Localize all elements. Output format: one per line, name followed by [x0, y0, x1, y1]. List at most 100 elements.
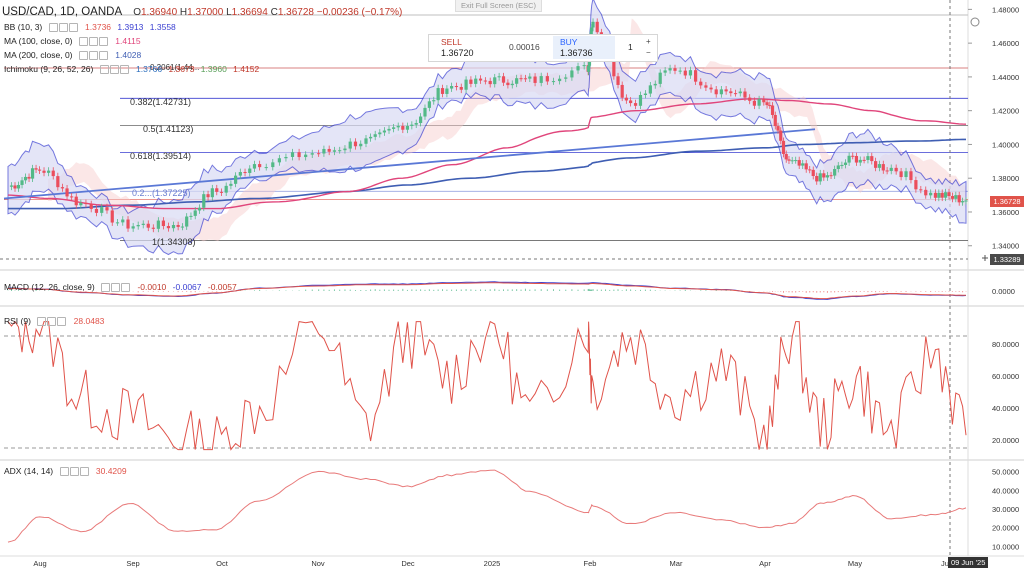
- candle-body: [38, 170, 41, 171]
- candle-body: [177, 225, 180, 227]
- candle-body: [709, 88, 712, 90]
- legend-macd[interactable]: MACD (12, 26, close, 9) -0.0010 -0.0067 …: [4, 282, 241, 293]
- legend-ichimoku-v2: 1.3673: [168, 64, 194, 74]
- candle-body: [515, 78, 518, 84]
- candle-body: [506, 83, 509, 85]
- candle-body: [591, 22, 594, 28]
- close-icon: [99, 37, 108, 46]
- time-axis-tick: Aug: [33, 559, 46, 568]
- legend-ichimoku-name: Ichimoku (9, 26, 52, 26): [4, 64, 93, 74]
- candle-body: [863, 160, 866, 161]
- candle-body: [833, 169, 836, 176]
- legend-ma200[interactable]: MA (200, close, 0) 1.4028: [4, 50, 145, 61]
- adx-line: [8, 470, 966, 542]
- candle-body: [428, 101, 431, 108]
- candle-body: [401, 126, 404, 130]
- legend-macd-v1: -0.0010: [137, 282, 166, 292]
- candle-body: [406, 126, 409, 130]
- adx-axis-tick: 10.0000: [992, 542, 1019, 551]
- eye-icon: [37, 317, 46, 326]
- candle-body: [576, 66, 579, 70]
- candle-body: [27, 177, 30, 179]
- candle-body: [774, 115, 777, 126]
- candle-body: [297, 152, 300, 157]
- candle-body: [61, 187, 64, 188]
- candle-body: [328, 149, 331, 152]
- candle-body: [111, 210, 114, 222]
- quantity-input[interactable]: 1: [628, 42, 633, 52]
- candle-body: [34, 168, 37, 169]
- candle-body: [234, 176, 237, 184]
- legend-rsi[interactable]: RSI (9) 28.0483: [4, 316, 108, 327]
- candle-body: [437, 88, 440, 100]
- candle-body: [24, 177, 27, 180]
- eye-icon: [101, 283, 110, 292]
- candle-body: [929, 193, 932, 196]
- gear-icon: [47, 317, 56, 326]
- candle-body: [126, 220, 129, 229]
- rsi-axis-tick: 20.0000: [992, 436, 1019, 445]
- candle-body: [47, 171, 50, 173]
- candle-body: [70, 196, 73, 197]
- candle-body: [211, 188, 214, 197]
- candle-body: [819, 173, 822, 181]
- candle-body: [493, 77, 496, 84]
- buy-label: BUY: [560, 37, 577, 47]
- candle-body: [304, 155, 307, 157]
- candle-body: [185, 217, 188, 227]
- candle-body: [137, 225, 140, 226]
- price-axis-tick: 1.34000: [992, 242, 1019, 251]
- rsi-axis-tick: 80.0000: [992, 340, 1019, 349]
- candle-body: [419, 117, 422, 123]
- price-axis-tick: 1.36000: [992, 208, 1019, 217]
- fib-label-05: 0.5(1.41123): [143, 124, 193, 134]
- legend-ichimoku[interactable]: Ichimoku (9, 26, 52, 26) 1.3766 1.3673 1…: [4, 64, 263, 75]
- candle-body: [10, 185, 13, 186]
- candle-body: [822, 173, 825, 177]
- legend-bb[interactable]: BB (10, 3) 1.3736 1.3913 1.3558: [4, 22, 180, 33]
- candle-body: [189, 216, 192, 217]
- candle-body: [258, 164, 261, 167]
- candle-body: [725, 89, 728, 91]
- gear-icon: [89, 51, 98, 60]
- candle-body: [105, 207, 108, 210]
- candle-body: [779, 131, 782, 141]
- candle-body: [621, 85, 624, 98]
- minus-icon: −: [646, 48, 651, 57]
- sell-button[interactable]: SELL 1.36720: [431, 36, 501, 59]
- legend-macd-v3: -0.0057: [208, 282, 237, 292]
- ohlc-high: 1.37000: [187, 7, 223, 18]
- time-axis-tick: Feb: [584, 559, 597, 568]
- buy-button[interactable]: BUY 1.36736: [553, 36, 615, 59]
- candle-body: [157, 221, 160, 229]
- fib-label-0618: 0.618(1.39514): [130, 151, 191, 161]
- candle-body: [866, 156, 869, 160]
- gear-icon: [70, 467, 79, 476]
- rsi-axis-tick: 60.0000: [992, 372, 1019, 381]
- candle-body: [654, 84, 657, 85]
- legend-ma100[interactable]: MA (100, close, 0) 1.4115: [4, 36, 145, 47]
- candle-body: [890, 168, 893, 171]
- candle-body: [479, 79, 482, 81]
- legend-adx-name: ADX (14, 14): [4, 466, 53, 476]
- candle-body: [765, 102, 768, 105]
- quantity-stepper[interactable]: +−: [646, 36, 651, 58]
- candle-body: [524, 78, 527, 79]
- candle-body: [84, 203, 87, 204]
- candle-body: [776, 126, 779, 130]
- exit-fullscreen-button[interactable]: Exit Full Screen (ESC): [455, 0, 542, 12]
- symbol-title[interactable]: USD/CAD, 1D, OANDA: [2, 6, 122, 18]
- eye-icon: [79, 51, 88, 60]
- time-axis-tick: Nov: [311, 559, 325, 568]
- legend-adx[interactable]: ADX (14, 14) 30.4209: [4, 466, 131, 477]
- candle-body: [743, 92, 746, 98]
- candle-body: [870, 156, 873, 161]
- candle-body: [782, 141, 785, 154]
- candle-body: [519, 78, 522, 79]
- macd-axis-tick: 0.0000: [992, 287, 1015, 296]
- candle-body: [20, 180, 23, 185]
- candle-body: [882, 164, 885, 170]
- close-icon: [69, 23, 78, 32]
- candle-body: [116, 222, 119, 223]
- candle-body: [668, 68, 671, 70]
